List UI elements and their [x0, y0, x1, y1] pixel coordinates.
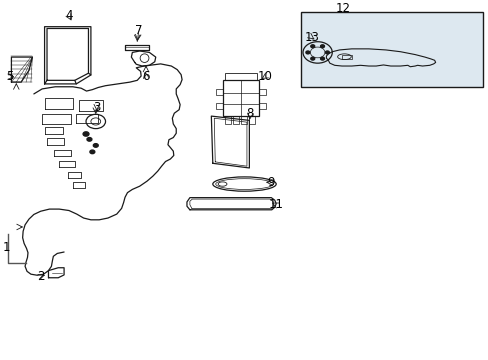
Text: 13: 13 [304, 31, 319, 44]
Circle shape [87, 138, 92, 141]
Text: 7: 7 [135, 24, 142, 37]
Text: 6: 6 [142, 70, 149, 83]
Text: 2: 2 [38, 270, 45, 283]
Bar [224, 73, 256, 80]
Circle shape [83, 132, 89, 136]
Text: 11: 11 [268, 198, 283, 211]
Text: 3: 3 [93, 101, 100, 114]
FancyBboxPatch shape [300, 12, 483, 87]
Circle shape [310, 57, 314, 60]
Bar [341, 55, 351, 59]
Text: 1: 1 [3, 241, 10, 254]
Text: 5: 5 [6, 70, 13, 83]
Text: 9: 9 [267, 176, 275, 189]
Bar [215, 103, 222, 109]
Bar [241, 116, 246, 124]
Text: 4: 4 [65, 9, 73, 22]
Circle shape [305, 51, 309, 54]
Bar [222, 80, 259, 116]
Text: 10: 10 [257, 70, 272, 83]
Bar [248, 116, 254, 124]
Bar [215, 89, 222, 95]
Circle shape [325, 51, 329, 54]
Circle shape [90, 150, 95, 154]
Text: 12: 12 [335, 2, 350, 15]
Bar [233, 116, 239, 124]
Bar [259, 103, 265, 109]
Circle shape [93, 144, 98, 147]
Text: 8: 8 [246, 107, 254, 120]
Circle shape [320, 45, 324, 48]
Circle shape [310, 45, 314, 48]
Bar [259, 89, 265, 95]
Bar [225, 116, 231, 124]
Circle shape [320, 57, 324, 60]
